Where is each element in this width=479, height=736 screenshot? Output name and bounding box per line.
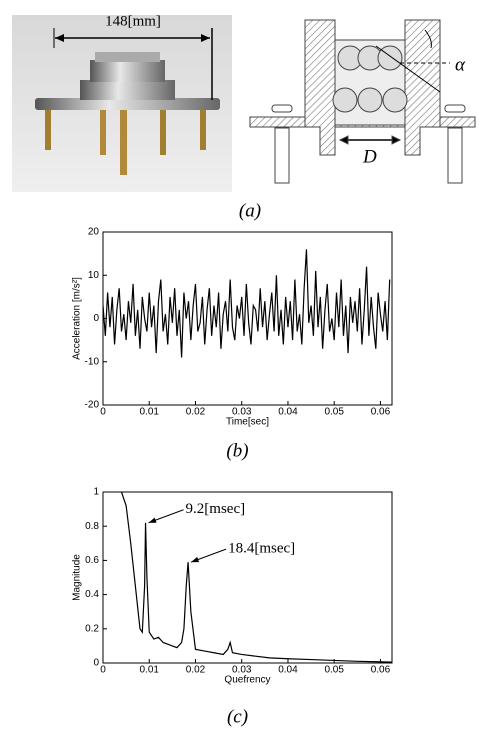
- plot-frame: [102, 491, 393, 664]
- x-tick-label: 0.06: [371, 665, 391, 676]
- x-axis-label: Quefrency: [224, 675, 270, 686]
- y-tick-label: 20: [88, 227, 100, 238]
- diameter-label: D: [362, 146, 377, 167]
- y-tick-label: 0: [93, 313, 99, 324]
- y-tick-label: 0.2: [85, 623, 99, 634]
- x-tick-label: 0.03: [232, 407, 252, 418]
- angle-label: α: [455, 54, 466, 75]
- line: [120, 492, 392, 663]
- x-tick-label: 0.05: [324, 407, 344, 418]
- annotation: 18.4[msec]: [228, 541, 295, 557]
- bearing-photo: [12, 15, 232, 192]
- x-tick-label: 0.01: [140, 407, 160, 418]
- line: [103, 249, 391, 358]
- y-tick-label: 0.6: [85, 555, 99, 566]
- x-axis-label: Time[sec]: [226, 417, 269, 428]
- x-tick-label: 0.05: [324, 665, 344, 676]
- caption: (a): [239, 200, 261, 221]
- x-tick-label: 0: [100, 665, 106, 676]
- y-tick-label: 0: [93, 658, 99, 669]
- y-tick-label: 0.4: [85, 589, 99, 600]
- y-axis-label: Magnitude: [72, 554, 83, 601]
- x-tick-label: 0.04: [278, 665, 298, 676]
- dimension-label: 148[mm]: [105, 13, 161, 29]
- y-axis-label: Acceleration [m/s²]: [72, 277, 83, 360]
- x-tick-label: 0.03: [232, 665, 252, 676]
- x-tick-label: 0.02: [186, 665, 206, 676]
- caption: (b): [226, 440, 248, 461]
- x-tick-label: 0.01: [140, 665, 160, 676]
- x-tick-label: 0.02: [186, 407, 206, 418]
- arrow-head: [191, 556, 200, 563]
- caption: (c): [227, 706, 248, 727]
- y-tick-label: 10: [88, 270, 100, 281]
- plot-frame: [102, 231, 393, 406]
- y-tick-label: 0.8: [85, 521, 99, 532]
- annotation: 9.2[msec]: [186, 501, 246, 517]
- y-tick-label: -20: [85, 400, 100, 411]
- x-tick-label: 0.06: [371, 407, 391, 418]
- y-tick-label: 1: [93, 487, 99, 498]
- x-tick-label: 0.04: [278, 407, 298, 418]
- x-tick-label: 0: [100, 407, 106, 418]
- y-tick-label: -10: [85, 356, 100, 367]
- arrow-head: [148, 517, 157, 523]
- bearing-diagram: [249, 19, 476, 184]
